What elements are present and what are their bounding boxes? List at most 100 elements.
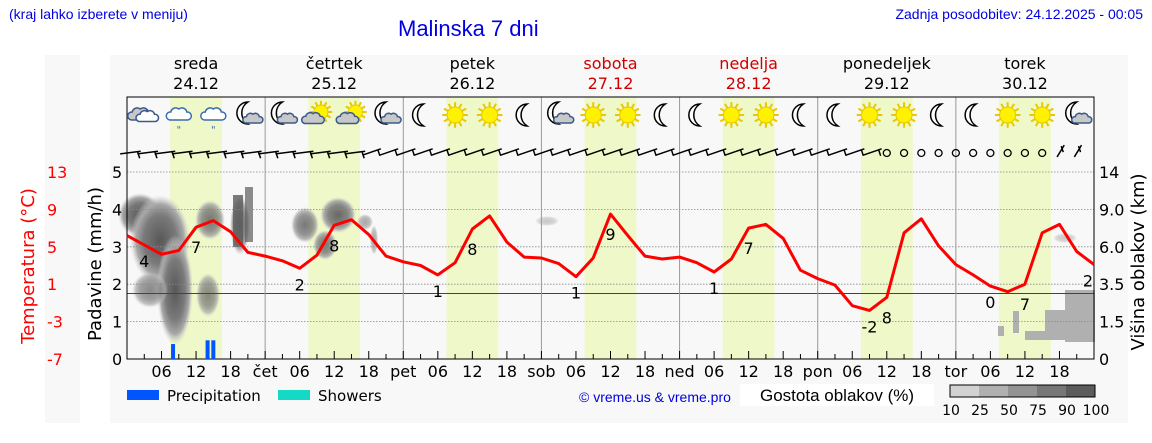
svg-text:18: 18	[635, 362, 655, 381]
moon-icon	[826, 103, 841, 127]
temperature-label: 8	[467, 240, 477, 259]
sun-icon	[994, 102, 1021, 128]
svg-text:06: 06	[289, 362, 309, 381]
svg-text:1: 1	[47, 275, 57, 294]
svg-text:10: 10	[942, 403, 960, 419]
svg-text:18: 18	[220, 362, 240, 381]
day-short-label: sob	[527, 362, 555, 381]
svg-text:18: 18	[1049, 362, 1069, 381]
moon-cloud-icon	[374, 101, 402, 125]
svg-text:12: 12	[600, 362, 620, 381]
temperature-label: 2	[1083, 272, 1093, 291]
temperature-label: -2	[862, 317, 878, 336]
day-date: 27.12	[588, 74, 634, 93]
svg-text:": "	[176, 125, 181, 136]
precip-bar	[171, 344, 176, 359]
cloud-density-swatch	[1008, 385, 1037, 397]
svg-text:1.5: 1.5	[1099, 313, 1124, 332]
temperature-axis-label: Temperatura (°C)	[18, 188, 39, 345]
temperature-label: 4	[139, 252, 149, 271]
day-date: 26.12	[449, 74, 495, 93]
sun-cloud-icon	[300, 100, 333, 125]
temperature-label: 0	[985, 293, 995, 312]
day-name: petek	[450, 54, 496, 73]
precip-axis-label: Padavine (mm/h)	[85, 187, 106, 341]
copyright-link[interactable]: © vreme.us & vreme.pro	[579, 389, 731, 405]
svg-text:12: 12	[324, 362, 344, 381]
moon-icon	[688, 103, 703, 127]
day-date: 29.12	[864, 74, 910, 93]
svg-text:5: 5	[112, 163, 122, 182]
cloud-height-axis-label: Višina oblakov (km)	[1128, 173, 1149, 350]
moon-cloud-icon	[270, 101, 299, 125]
cloud-density-swatch	[950, 385, 979, 397]
svg-text:06: 06	[704, 362, 724, 381]
svg-text:18: 18	[497, 362, 517, 381]
daytime-band	[584, 97, 637, 359]
sun-icon	[1029, 102, 1055, 128]
svg-text:13: 13	[47, 163, 67, 182]
cloud-density-swatch	[1066, 385, 1095, 397]
moon-icon	[791, 103, 807, 127]
svg-text:12: 12	[186, 362, 206, 381]
svg-text:Gostota oblakov (%): Gostota oblakov (%)	[760, 386, 914, 405]
wind-barbs	[120, 144, 1083, 159]
cloudy-rain-icon: "	[200, 107, 227, 136]
temperature-label: 8	[329, 236, 339, 255]
region-hint[interactable]: (kraj lahko izberete v meniju)	[9, 6, 188, 22]
svg-text:18: 18	[773, 362, 793, 381]
svg-text:0: 0	[1099, 350, 1109, 369]
svg-text:9.0: 9.0	[1099, 200, 1124, 219]
day-name: četrtek	[306, 54, 364, 73]
svg-text:3: 3	[112, 238, 122, 257]
sun-icon	[891, 102, 917, 128]
svg-text:18: 18	[911, 362, 931, 381]
svg-text:3.5: 3.5	[1099, 275, 1124, 294]
day-name: sreda	[174, 54, 218, 73]
svg-text:12: 12	[738, 362, 758, 381]
temperature-label: 8	[882, 308, 892, 327]
svg-text:12: 12	[1015, 362, 1035, 381]
moon-cloud-icon	[236, 101, 264, 125]
svg-text:5: 5	[47, 238, 57, 257]
moon-icon	[411, 103, 427, 127]
temperature-label: 7	[1020, 295, 1030, 314]
day-short-label: ned	[665, 362, 695, 381]
sun-icon	[856, 102, 883, 128]
svg-text:50: 50	[1000, 403, 1018, 419]
svg-text:12: 12	[462, 362, 482, 381]
sun-icon	[718, 102, 745, 128]
svg-text:75: 75	[1029, 403, 1047, 419]
daytime-band	[860, 97, 913, 359]
day-short-label: pon	[803, 362, 833, 381]
day-short-label: čet	[253, 362, 278, 381]
temperature-label: 7	[744, 239, 754, 258]
sun-icon	[580, 102, 607, 128]
svg-text:06: 06	[980, 362, 1000, 381]
temperature-label: 7	[191, 238, 201, 257]
precip-bar	[205, 340, 210, 359]
sun-icon	[476, 102, 503, 128]
day-date: 24.12	[173, 74, 219, 93]
temperature-label: 9	[605, 225, 615, 244]
moon-icon	[653, 103, 668, 127]
sun-icon	[614, 102, 641, 128]
svg-text:18: 18	[359, 362, 379, 381]
precipitation-swatch	[127, 390, 159, 400]
svg-text:06: 06	[151, 362, 171, 381]
svg-text:90: 90	[1058, 403, 1076, 419]
svg-text:-7: -7	[47, 350, 63, 369]
last-update: Zadnja posodobitev: 24.12.2025 - 00:05	[895, 6, 1143, 22]
temperature-label: 1	[571, 284, 581, 303]
moon-icon	[964, 103, 979, 127]
cloudy-rain-icon: "	[165, 107, 193, 136]
temperature-label: 2	[295, 275, 305, 294]
moon-icon	[929, 103, 945, 127]
day-short-label: tor	[945, 362, 968, 381]
showers-swatch	[278, 390, 310, 400]
temperature-line	[126, 212, 1095, 312]
svg-text:-3: -3	[47, 313, 63, 332]
svg-text:2: 2	[112, 275, 122, 294]
svg-text:4: 4	[112, 200, 122, 219]
